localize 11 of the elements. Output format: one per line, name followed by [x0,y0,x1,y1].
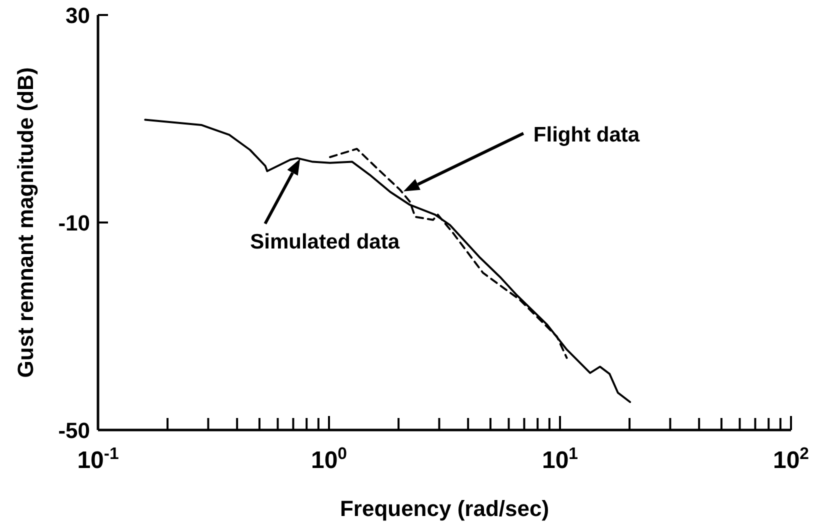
y-tick-label: -10 [58,210,90,236]
annotation: Flight data [533,123,640,146]
x-tick-label: 10$^{0}$ [310,444,348,474]
x-tick-label: 10$^{1}$ [542,444,578,474]
y-tick-label: -50 [58,418,90,443]
y-tick-label: 30 [66,3,90,28]
x-tick-label: 10$^{-1}$ [77,444,119,474]
x-tick-label: 10$^{2}$ [772,444,810,474]
x-axis-title: Frequency (rad/sec) [340,496,550,521]
annotation: Simulated data [250,230,400,254]
y-axis-title: Gust remnant magnitude (dB) [13,67,38,378]
